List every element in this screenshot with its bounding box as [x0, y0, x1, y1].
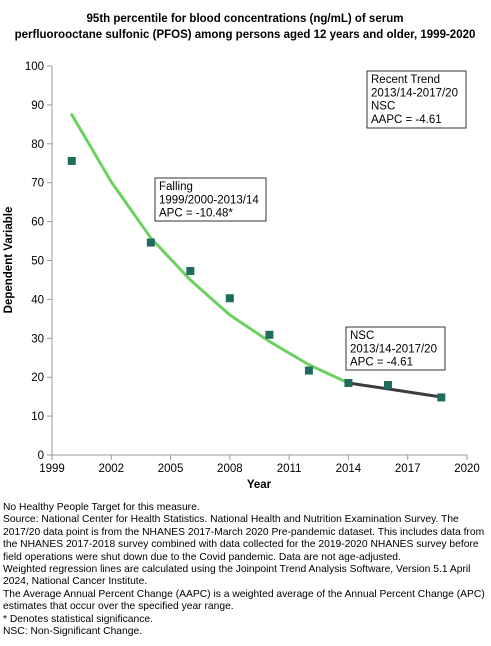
y-tick-label: 40 [31, 294, 44, 306]
annotation-line: APC = -10.48* [159, 208, 233, 220]
data-point [146, 238, 155, 247]
footnote-target: No Healthy People Target for this measur… [3, 502, 200, 513]
y-tick-label: 90 [31, 100, 44, 112]
x-tick-label: 2005 [158, 463, 184, 475]
annotation-line: APC = -4.61 [350, 357, 413, 369]
data-point [383, 380, 392, 389]
observed-points [67, 156, 446, 402]
x-tick-label: 2011 [277, 463, 302, 475]
x-tick-label: 2014 [336, 463, 362, 475]
y-tick-label: 10 [31, 411, 44, 423]
x-tick-label: 2020 [454, 463, 480, 475]
annotation-line: Falling [159, 181, 193, 193]
data-point [344, 379, 353, 388]
trend-line-nsc [346, 381, 443, 399]
annotation-line: Recent Trend [371, 74, 440, 86]
footnote-regression: Weighted regression lines are calculated… [3, 564, 471, 588]
annotation-line: AAPC = -4.61 [371, 114, 442, 126]
annotation-box [154, 177, 267, 222]
x-tick-label: 1999 [39, 463, 65, 475]
data-point [225, 294, 234, 303]
chart: 95th percentile for blood concentrations… [3, 13, 480, 491]
trend-line-falling [70, 113, 350, 385]
annotation-line: NSC [371, 101, 395, 113]
data-point [265, 330, 274, 339]
y-tick-label: 20 [31, 372, 44, 384]
y-tick-label: 30 [31, 333, 44, 345]
y-tick-label: 100 [25, 61, 44, 73]
y-tick-label: 60 [31, 217, 44, 229]
x-tick-label: 2008 [217, 463, 243, 475]
y-tick-label: 50 [31, 256, 44, 268]
data-point [186, 267, 195, 276]
annotation-line: NSC [350, 330, 374, 342]
y-axis-label: Dependent Variable [3, 207, 15, 314]
y-tick-label: 80 [31, 139, 44, 151]
data-point [67, 156, 76, 165]
data-point [304, 366, 313, 375]
x-tick-label: 2002 [98, 463, 124, 475]
chart-title-line-1: 95th percentile for blood concentrations… [87, 13, 404, 25]
y-tick-label: 70 [31, 178, 44, 190]
annotation-line: 1999/2000-2013/14 [159, 194, 259, 206]
x-tick-label: 2017 [395, 463, 421, 475]
footnote-nsc: NSC: Non-Significant Change. [3, 626, 143, 638]
annotation-box [366, 70, 467, 129]
footnote-significance: * Denotes statistical significance. [3, 613, 153, 625]
y-tick-label: 0 [38, 450, 44, 462]
footnote-source: Source: National Center for Health Stati… [3, 514, 485, 563]
x-axis-label: Year [247, 479, 272, 491]
annotation-line: 2013/14-2017/20 [371, 87, 458, 99]
y-ticks: 0 10 20 30 40 50 60 70 80 90 100 [25, 61, 52, 462]
plot-area: 0 10 20 30 40 50 60 70 80 90 100 1999 2002 2005 2008 2… [25, 61, 480, 475]
footnote-aapc: The Average Annual Percent Change (AAPC)… [3, 588, 485, 613]
chart-title-line-2: perfluorooctane sulfonic (PFOS) among pe… [15, 29, 476, 41]
data-point [437, 393, 446, 402]
annotation-box [345, 326, 446, 371]
footnotes: No Healthy People Target for this measur… [3, 502, 489, 638]
annotation-line: 2013/14-2017/20 [350, 343, 437, 355]
x-ticks: 1999 2002 2005 2008 2011 2014 2017 2020 [39, 455, 480, 475]
